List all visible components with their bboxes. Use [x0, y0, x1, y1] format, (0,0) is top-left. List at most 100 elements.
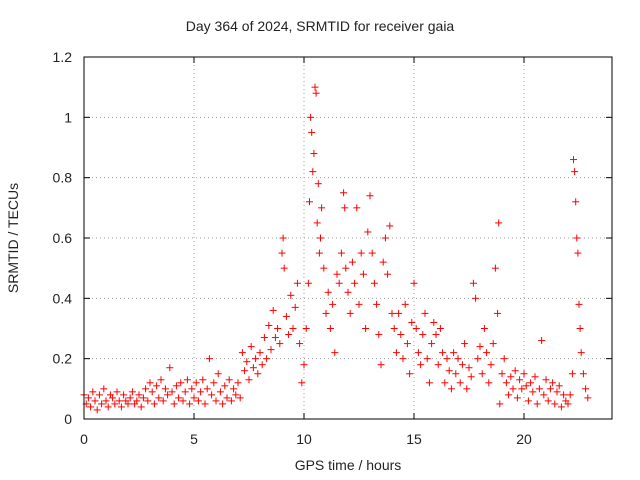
- data-point: [190, 394, 198, 402]
- data-point: [312, 89, 320, 97]
- data-point: [505, 391, 513, 399]
- data-point: [172, 382, 180, 390]
- data-point: [285, 331, 293, 339]
- data-point: [575, 300, 583, 308]
- data-point: [102, 397, 110, 405]
- data-point: [428, 340, 436, 348]
- data-point: [133, 397, 141, 405]
- data-point: [258, 361, 266, 369]
- data-point: [489, 340, 497, 348]
- data-point: [104, 403, 112, 411]
- data-point: [109, 394, 117, 402]
- data-point: [188, 385, 196, 393]
- data-point: [491, 264, 499, 272]
- data-point: [571, 168, 579, 176]
- data-point: [317, 234, 324, 242]
- data-point: [496, 400, 504, 408]
- data-point: [564, 400, 572, 408]
- data-point: [124, 400, 132, 408]
- data-point: [249, 364, 257, 372]
- y-tick-label: 0: [64, 411, 72, 427]
- data-point: [364, 228, 372, 236]
- data-point: [443, 355, 451, 363]
- data-point: [155, 394, 163, 402]
- data-point: [498, 370, 506, 378]
- data-point: [495, 219, 503, 227]
- data-point: [318, 204, 326, 212]
- data-point: [425, 379, 433, 387]
- data-point: [256, 349, 264, 357]
- data-point: [395, 309, 403, 317]
- data-point: [410, 279, 418, 287]
- data-point: [113, 388, 121, 396]
- data-point: [430, 318, 438, 326]
- data-point: [342, 264, 350, 272]
- data-point: [487, 361, 495, 369]
- data-point: [282, 312, 290, 320]
- data-point: [320, 264, 328, 272]
- data-point: [280, 264, 288, 272]
- data-point: [210, 379, 218, 387]
- data-point: [436, 325, 444, 332]
- data-point: [186, 400, 194, 408]
- data-point: [307, 113, 315, 121]
- data-point: [511, 367, 519, 375]
- data-point: [509, 385, 517, 393]
- data-point: [483, 349, 491, 357]
- data-point: [465, 364, 473, 372]
- data-point: [419, 331, 427, 339]
- data-point: [421, 309, 429, 317]
- data-point: [577, 349, 585, 357]
- data-point: [326, 325, 334, 332]
- axis-ticks: 0 5 10 15 20 0 0.2 0.4 0.6 0.8 1 1.2: [53, 49, 612, 447]
- data-point: [373, 300, 381, 308]
- data-point: [216, 388, 224, 396]
- data-point: [384, 270, 392, 278]
- data-point: [335, 279, 343, 287]
- data-point: [128, 388, 136, 396]
- data-point: [166, 364, 174, 372]
- data-point: [313, 219, 321, 227]
- data-point: [568, 370, 576, 378]
- data-point: [137, 403, 145, 411]
- data-point: [469, 279, 477, 287]
- data-point: [576, 325, 584, 332]
- data-point: [434, 361, 442, 369]
- data-point: [289, 325, 297, 332]
- y-tick-label: 0.6: [53, 230, 73, 246]
- data-point: [223, 394, 231, 402]
- data-point: [260, 334, 268, 342]
- data-point: [401, 300, 409, 308]
- data-point: [148, 388, 156, 396]
- y-tick-label: 0.4: [53, 290, 73, 306]
- data-point: [494, 309, 502, 317]
- data-point: [142, 385, 150, 393]
- data-point: [386, 222, 394, 230]
- data-point: [357, 249, 365, 257]
- data-point: [194, 397, 202, 405]
- data-point: [379, 258, 387, 266]
- data-point: [472, 294, 480, 302]
- data-point: [287, 291, 295, 299]
- data-point: [463, 385, 471, 393]
- x-axis-label: GPS time / hours: [294, 457, 402, 473]
- data-point: [322, 309, 330, 317]
- data-point: [507, 373, 515, 381]
- data-point: [502, 379, 510, 387]
- data-point: [544, 397, 552, 405]
- data-point: [399, 355, 407, 363]
- data-point: [351, 279, 359, 287]
- data-point: [573, 234, 581, 242]
- data-point: [308, 128, 316, 136]
- data-point: [197, 388, 205, 396]
- data-point: [450, 349, 458, 357]
- data-point: [533, 400, 541, 408]
- data-point: [553, 388, 561, 396]
- data-point: [234, 379, 242, 387]
- data-point: [98, 400, 106, 408]
- data-point: [572, 198, 580, 206]
- data-point: [355, 300, 363, 308]
- data-point: [84, 394, 92, 402]
- data-point: [265, 321, 273, 329]
- data-point: [579, 370, 587, 378]
